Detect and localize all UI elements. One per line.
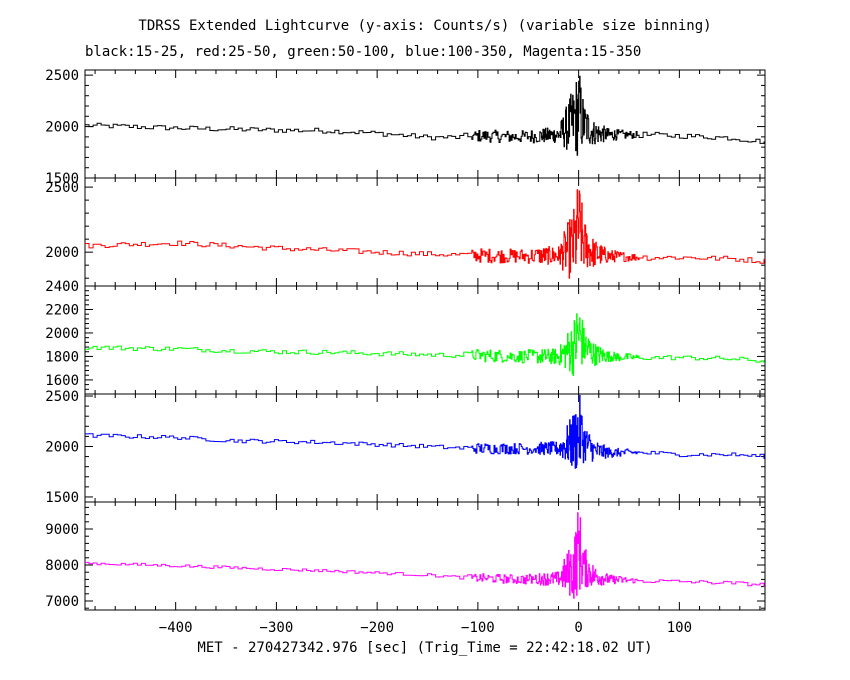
panel-frame-4 [84,501,766,611]
x-tick-label: 100 [667,620,692,636]
y-tick-label: 2400 [45,279,79,295]
series-line-2 [85,313,765,376]
x-tick-label: −100 [461,620,495,636]
y-tick-label: 2500 [45,68,79,84]
x-axis-label: MET - 270427342.976 [sec] (Trig_Time = 2… [197,640,652,656]
chart-subtitle: black:15-25, red:25-50, green:50-100, bl… [85,44,642,60]
series-line-3 [85,395,765,469]
series-line-0 [85,75,765,156]
y-tick-label: 2000 [45,326,79,342]
y-tick-label: 1800 [45,349,79,365]
panel-frame-1 [84,177,766,287]
y-tick-label: 1500 [45,490,79,506]
chart-title: TDRSS Extended Lightcurve (y-axis: Count… [138,18,712,34]
x-tick-label: 0 [574,620,582,636]
y-tick-label: 2000 [45,245,79,261]
y-tick-label: 8000 [45,558,79,574]
y-tick-label: 2200 [45,302,79,318]
y-tick-label: 2000 [45,120,79,136]
y-tick-label: 2500 [45,389,79,405]
x-tick-label: −200 [360,620,394,636]
panel-frame-2 [84,285,766,395]
panel-frame-0 [84,69,766,179]
series-line-4 [85,512,765,599]
y-tick-label: 1500 [45,171,79,187]
y-tick-label: 2000 [45,439,79,455]
y-tick-label: 1600 [45,373,79,389]
x-tick-label: −300 [260,620,294,636]
y-tick-label: 2500 [45,180,79,196]
x-tick-label: −400 [159,620,193,636]
y-tick-label: 7000 [45,594,79,610]
panel-frame-3 [84,393,766,503]
series-line-1 [85,189,765,279]
y-tick-label: 9000 [45,522,79,538]
